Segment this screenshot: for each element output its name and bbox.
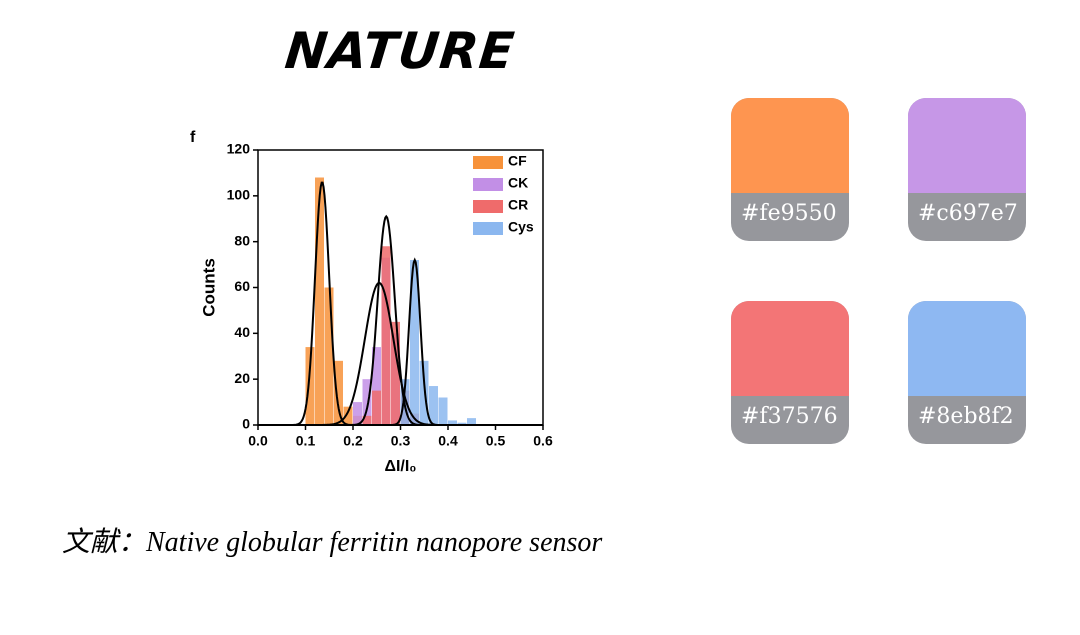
color-swatch: #f37576 (731, 301, 849, 444)
swatch-label: #8eb8f2 (918, 404, 1014, 429)
bar (381, 246, 391, 425)
x-tick-label: 0.1 (296, 433, 316, 449)
header-title: NATURE (282, 22, 518, 80)
bar (467, 418, 476, 425)
bar (305, 347, 315, 425)
bar (315, 177, 324, 425)
bar (419, 360, 429, 425)
legend-label: CK (508, 175, 528, 191)
swatch-label: #f37576 (741, 404, 838, 429)
bar (343, 406, 353, 425)
swatch-color (731, 301, 849, 396)
y-tick-label: 0 (242, 416, 250, 432)
legend-swatch (473, 200, 503, 213)
swatch-color (908, 301, 1026, 396)
legend-swatch (473, 156, 503, 169)
bar (410, 260, 419, 425)
y-tick-label: 120 (227, 141, 251, 157)
bar (391, 321, 400, 425)
y-tick-label: 40 (234, 324, 250, 340)
x-tick-label: 0.0 (248, 433, 268, 449)
bar (457, 422, 467, 425)
x-axis-label: ΔI/I₀ (384, 458, 416, 475)
bar (362, 415, 372, 425)
swatch-color (731, 98, 849, 193)
bar (334, 360, 343, 425)
color-swatch: #8eb8f2 (908, 301, 1026, 444)
color-swatch: #fe9550 (731, 98, 849, 241)
bar (372, 390, 381, 425)
x-tick-label: 0.6 (533, 433, 553, 449)
bar (448, 420, 457, 425)
swatch-label: #fe9550 (741, 201, 837, 226)
y-tick-label: 20 (234, 370, 250, 386)
panel-label: f (190, 129, 196, 146)
bar (324, 287, 334, 425)
y-tick-label: 80 (234, 232, 250, 248)
swatch-label: #c697e7 (918, 201, 1018, 226)
legend-label: CF (508, 153, 527, 169)
legend-swatch (473, 178, 503, 191)
caption: 文献：Native globular ferritin nanopore sen… (62, 527, 603, 558)
legend-label: Cys (508, 219, 534, 235)
legend-label: CR (508, 197, 528, 213)
chart: 0 20 40 60 80 100 120 0.0 0.1 0.2 0.3 0.4 0.5 0.6 ΔI/I… (190, 129, 553, 475)
bar (353, 402, 362, 425)
swatch-color (908, 98, 1026, 193)
bar (362, 379, 372, 425)
y-axis-label: Counts (199, 258, 218, 317)
x-tick-label: 0.3 (391, 433, 411, 449)
x-tick-label: 0.2 (343, 433, 363, 449)
x-tick-label: 0.4 (438, 433, 458, 449)
bar (372, 347, 381, 425)
legend-swatch (473, 222, 503, 235)
x-tick-label: 0.5 (486, 433, 506, 449)
bar (429, 386, 438, 425)
color-swatch: #c697e7 (908, 98, 1026, 241)
y-tick-label: 100 (227, 187, 251, 203)
bar (438, 397, 448, 425)
y-tick-label: 60 (234, 278, 250, 294)
